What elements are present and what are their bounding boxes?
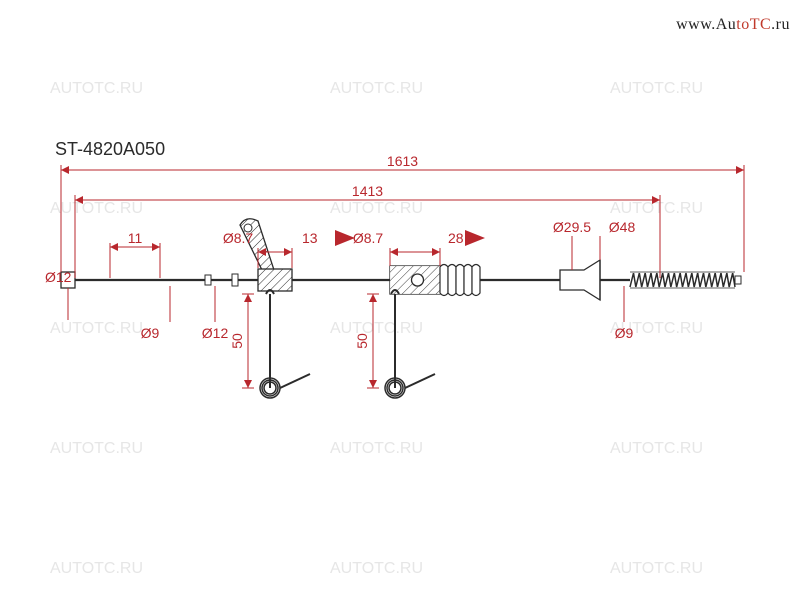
svg-text:ST-4820A050: ST-4820A050 <box>55 139 165 159</box>
svg-text:28: 28 <box>448 230 464 246</box>
svg-text:Ø12: Ø12 <box>45 269 72 285</box>
svg-text:50: 50 <box>229 333 245 349</box>
svg-text:Ø12: Ø12 <box>202 325 229 341</box>
svg-text:1613: 1613 <box>387 153 418 169</box>
url-watermark: www.AutoTC.ru <box>676 16 790 34</box>
svg-text:50: 50 <box>354 333 370 349</box>
svg-text:11: 11 <box>128 230 143 246</box>
svg-text:Ø9: Ø9 <box>615 325 634 341</box>
svg-text:Ø48: Ø48 <box>609 219 636 235</box>
svg-text:1413: 1413 <box>352 183 383 199</box>
svg-text:13: 13 <box>302 230 318 246</box>
tech-drawing: ST-4820A050 16131413 Ø12 11 Ø9 Ø12 Ø8.7 13 Ø8.7 2… <box>0 0 800 600</box>
svg-text:Ø8.7: Ø8.7 <box>353 230 384 246</box>
svg-text:Ø9: Ø9 <box>141 325 160 341</box>
svg-text:Ø29.5: Ø29.5 <box>553 219 591 235</box>
diagram-stage: AUTOTC.RUAUTOTC.RUAUTOTC.RUAUTOTC.RUAUTO… <box>0 0 800 600</box>
svg-text:Ø8.7: Ø8.7 <box>223 230 254 246</box>
